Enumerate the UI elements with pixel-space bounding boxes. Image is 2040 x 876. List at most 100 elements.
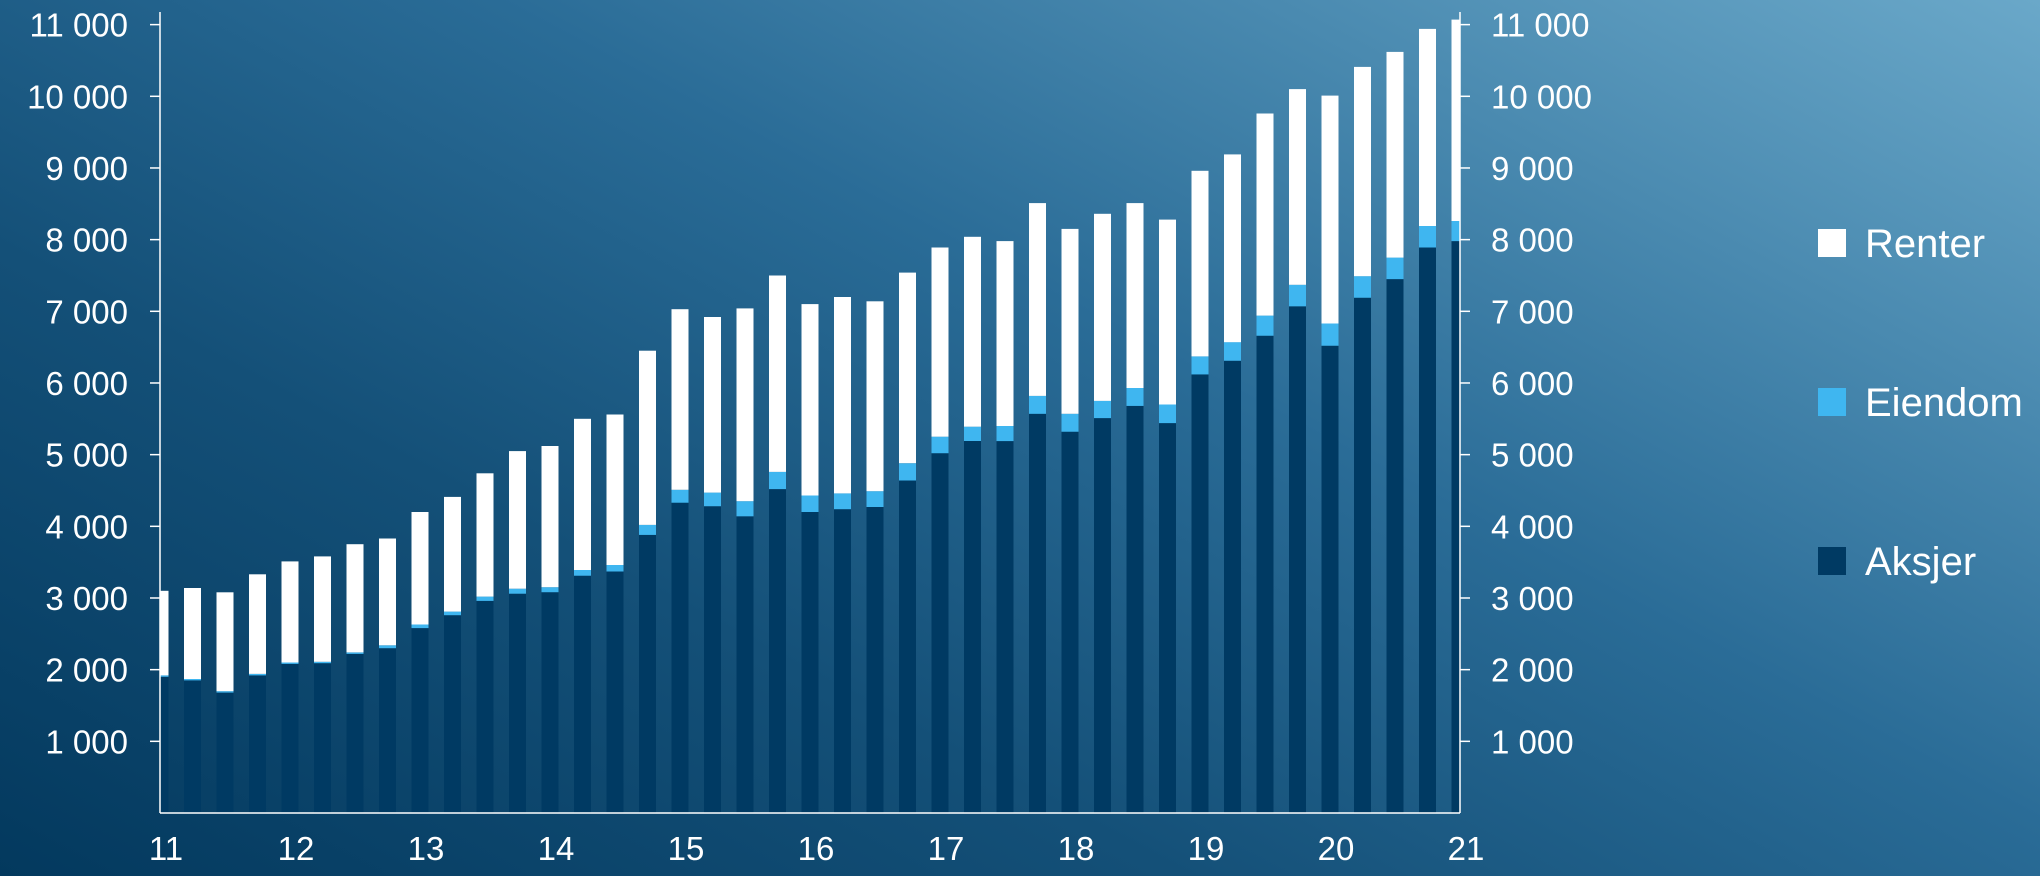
bar-segment-renter-13 <box>574 418 591 570</box>
bar-segment-aksjer-16 <box>671 502 689 813</box>
x-tick-label: 19 <box>1188 830 1225 867</box>
bar-segment-eiendom-25 <box>964 426 981 441</box>
bar-segment-aksjer-39 <box>1419 247 1436 813</box>
left-y-tick-label: 2 000 <box>45 652 128 689</box>
bar-segment-renter-28 <box>1061 228 1079 414</box>
bar-group <box>160 19 1460 814</box>
x-tick-label: 15 <box>668 830 705 867</box>
right-y-tick-label: 4 000 <box>1491 508 1574 545</box>
legend-swatch-eiendom <box>1818 388 1846 416</box>
bar-segment-eiendom-38 <box>1386 257 1404 280</box>
bar-segment-aksjer-23 <box>899 480 916 813</box>
right-y-tick-label: 11 000 <box>1491 7 1589 44</box>
left-y-tick-label: 3 000 <box>45 580 128 617</box>
bar-segment-renter-6 <box>346 544 364 653</box>
bar-segment-aksjer-31 <box>1159 423 1176 813</box>
right-y-tick-label: 3 000 <box>1491 580 1574 617</box>
bar-segment-eiendom-28 <box>1061 413 1079 432</box>
bar-segment-eiendom-8 <box>411 624 429 629</box>
x-tick-label: 14 <box>538 830 575 867</box>
right-y-tick-label: 9 000 <box>1491 150 1574 187</box>
bar-segment-aksjer-6 <box>346 653 364 813</box>
bar-segment-eiendom-23 <box>899 463 916 481</box>
bar-segment-aksjer-33 <box>1224 360 1241 813</box>
left-y-tick-label: 6 000 <box>45 365 128 402</box>
bar-segment-renter-24 <box>931 247 949 437</box>
bar-segment-eiendom-39 <box>1419 226 1436 248</box>
bar-segment-eiendom-10 <box>476 596 494 601</box>
bar-segment-renter-4 <box>281 561 299 663</box>
right-y-tick-label: 5 000 <box>1491 437 1574 474</box>
bar-segment-eiendom-36 <box>1321 323 1339 346</box>
bar-segment-eiendom-40 <box>1451 221 1460 242</box>
left-y-tick-label: 7 000 <box>45 293 128 330</box>
x-tick-label: 13 <box>408 830 445 867</box>
bar-segment-eiendom-2 <box>216 691 234 693</box>
bar-segment-aksjer-9 <box>444 615 461 813</box>
bar-segment-aksjer-25 <box>964 441 981 813</box>
bar-segment-eiendom-16 <box>671 489 689 503</box>
bar-segment-eiendom-20 <box>801 495 819 512</box>
bar-segment-aksjer-3 <box>249 675 266 813</box>
bar-segment-renter-20 <box>801 304 819 496</box>
x-tick-label: 17 <box>928 830 965 867</box>
bar-segment-renter-27 <box>1029 203 1046 396</box>
bar-segment-eiendom-15 <box>639 524 656 535</box>
bar-segment-eiendom-11 <box>509 588 526 594</box>
bar-segment-eiendom-31 <box>1159 404 1176 424</box>
legend-swatch-aksjer <box>1818 547 1846 575</box>
bar-segment-aksjer-12 <box>541 592 559 813</box>
bar-segment-eiendom-21 <box>834 493 851 510</box>
axes: 1 000 1 000 2 000 2 000 3 000 3 000 4 000 4 000… <box>27 7 1592 867</box>
x-tick-label: 12 <box>278 830 315 867</box>
legend-label-eiendom: Eiendom <box>1865 381 2023 425</box>
legend: Renter Eiendom Aksjer <box>1818 222 2023 584</box>
bar-segment-renter-15 <box>639 350 656 525</box>
bar-segment-renter-16 <box>671 309 689 490</box>
x-tick-label: 21 <box>1448 830 1485 867</box>
bar-segment-eiendom-7 <box>379 645 396 649</box>
bar-segment-eiendom-6 <box>346 652 364 654</box>
bar-segment-eiendom-12 <box>541 587 559 593</box>
bar-segment-renter-34 <box>1256 113 1274 316</box>
bar-segment-aksjer-0 <box>160 676 169 813</box>
bar-segment-renter-2 <box>216 592 234 692</box>
bar-segment-renter-21 <box>834 297 851 494</box>
bar-segment-aksjer-1 <box>184 680 201 813</box>
bar-segment-renter-37 <box>1354 66 1371 277</box>
x-tick-label: 18 <box>1058 830 1095 867</box>
bar-segment-aksjer-18 <box>736 516 754 813</box>
bar-segment-eiendom-29 <box>1094 400 1111 419</box>
bar-segment-aksjer-37 <box>1354 297 1371 813</box>
bar-segment-eiendom-14 <box>606 565 624 572</box>
bar-segment-renter-26 <box>996 241 1014 426</box>
bar-segment-renter-38 <box>1386 51 1404 258</box>
bar-segment-aksjer-10 <box>476 600 494 813</box>
bar-segment-aksjer-35 <box>1289 306 1306 813</box>
bar-segment-renter-12 <box>541 446 559 588</box>
left-y-tick-label: 4 000 <box>45 508 128 545</box>
right-y-tick-label: 10 000 <box>1491 78 1592 115</box>
bar-segment-renter-23 <box>899 272 916 464</box>
bar-segment-aksjer-17 <box>704 506 721 813</box>
bar-segment-eiendom-37 <box>1354 276 1371 298</box>
bar-segment-renter-7 <box>379 538 396 646</box>
bar-segment-renter-3 <box>249 574 266 674</box>
bar-segment-aksjer-15 <box>639 534 656 813</box>
right-y-tick-label: 2 000 <box>1491 652 1574 689</box>
left-y-tick-label: 1 000 <box>45 723 128 760</box>
bar-segment-aksjer-36 <box>1321 345 1339 813</box>
bar-segment-aksjer-28 <box>1061 431 1079 813</box>
bar-segment-eiendom-9 <box>444 611 461 616</box>
bar-segment-aksjer-40 <box>1451 241 1460 814</box>
bar-segment-eiendom-27 <box>1029 395 1046 414</box>
bar-segment-renter-19 <box>769 275 786 472</box>
bar-segment-eiendom-26 <box>996 426 1014 442</box>
bar-segment-renter-39 <box>1419 28 1436 227</box>
right-y-tick-label: 7 000 <box>1491 293 1574 330</box>
bar-segment-eiendom-33 <box>1224 342 1241 361</box>
bar-segment-eiendom-22 <box>866 491 884 507</box>
bar-segment-eiendom-4 <box>281 662 299 664</box>
bar-segment-eiendom-35 <box>1289 284 1306 307</box>
